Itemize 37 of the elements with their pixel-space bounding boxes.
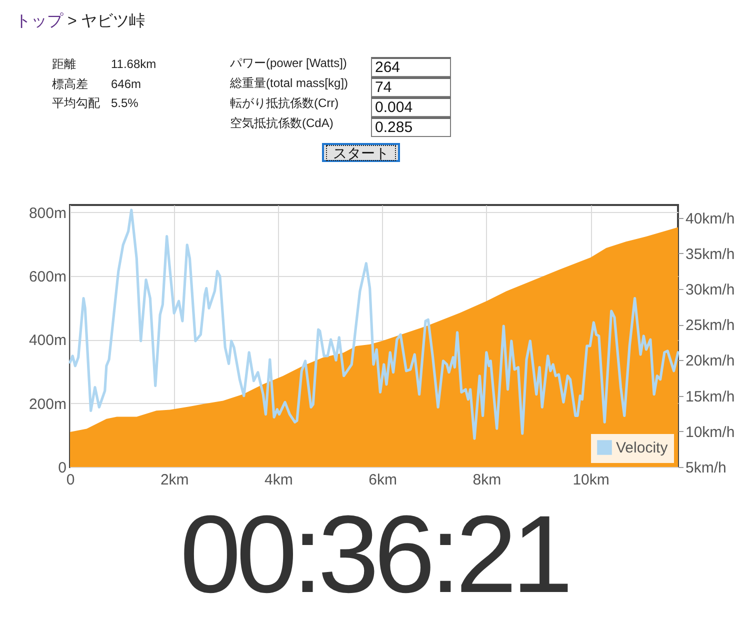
text: パワー(power [Watts]) xyxy=(230,55,347,71)
x-tick-label: 4km xyxy=(264,472,293,488)
text: 646m xyxy=(111,76,142,92)
y2-tick-label: 40km/h xyxy=(686,210,735,228)
text-field: 74 xyxy=(371,77,451,97)
y2-tick-label: 35km/h xyxy=(686,246,735,263)
y-tick-label: 400m xyxy=(28,332,66,350)
x-tick-label: 10km xyxy=(572,472,610,488)
y2-tick-label: 25km/h xyxy=(686,317,735,334)
x-tick-label: 6km xyxy=(368,472,397,488)
y2-tick-label: 15km/h xyxy=(686,388,735,406)
text: 5.5% xyxy=(111,95,138,111)
line-series xyxy=(68,208,680,440)
y-tick-label: 0 xyxy=(58,460,66,476)
text: 空気抵抗係数(CdA) xyxy=(230,115,334,131)
x-tick-label: 2km xyxy=(160,472,189,488)
y2-tick-label: 30km/h xyxy=(686,282,735,299)
text: 標高差 xyxy=(52,76,88,92)
text-field: 0.004 xyxy=(371,97,451,117)
text-field: 264 xyxy=(371,57,451,77)
text: 11.68km xyxy=(111,56,156,72)
text: トップ > ヤビツ峠 xyxy=(15,13,146,30)
text-field: 0.285 xyxy=(371,117,451,137)
text: 総重量(total mass[kg]) xyxy=(230,75,348,91)
y2-tick-label: 10km/h xyxy=(686,424,735,441)
text: 転がり抵抗係数(Crr) xyxy=(230,95,339,111)
y2-tick-label: 5km/h xyxy=(686,460,726,476)
y-tick-label: 800m xyxy=(28,204,66,222)
text: 00:36:21 xyxy=(178,492,570,618)
x-tick-label: 8km xyxy=(472,472,502,488)
y2-tick-label: 20km/h xyxy=(686,352,735,370)
y-tick-label: 600m xyxy=(28,268,66,286)
button: スタート xyxy=(322,143,400,162)
text: 距離 xyxy=(52,56,76,72)
text: 平均勾配 xyxy=(52,95,100,111)
y-tick-label: 200m xyxy=(28,396,66,413)
legend-label: Velocity xyxy=(616,440,668,456)
